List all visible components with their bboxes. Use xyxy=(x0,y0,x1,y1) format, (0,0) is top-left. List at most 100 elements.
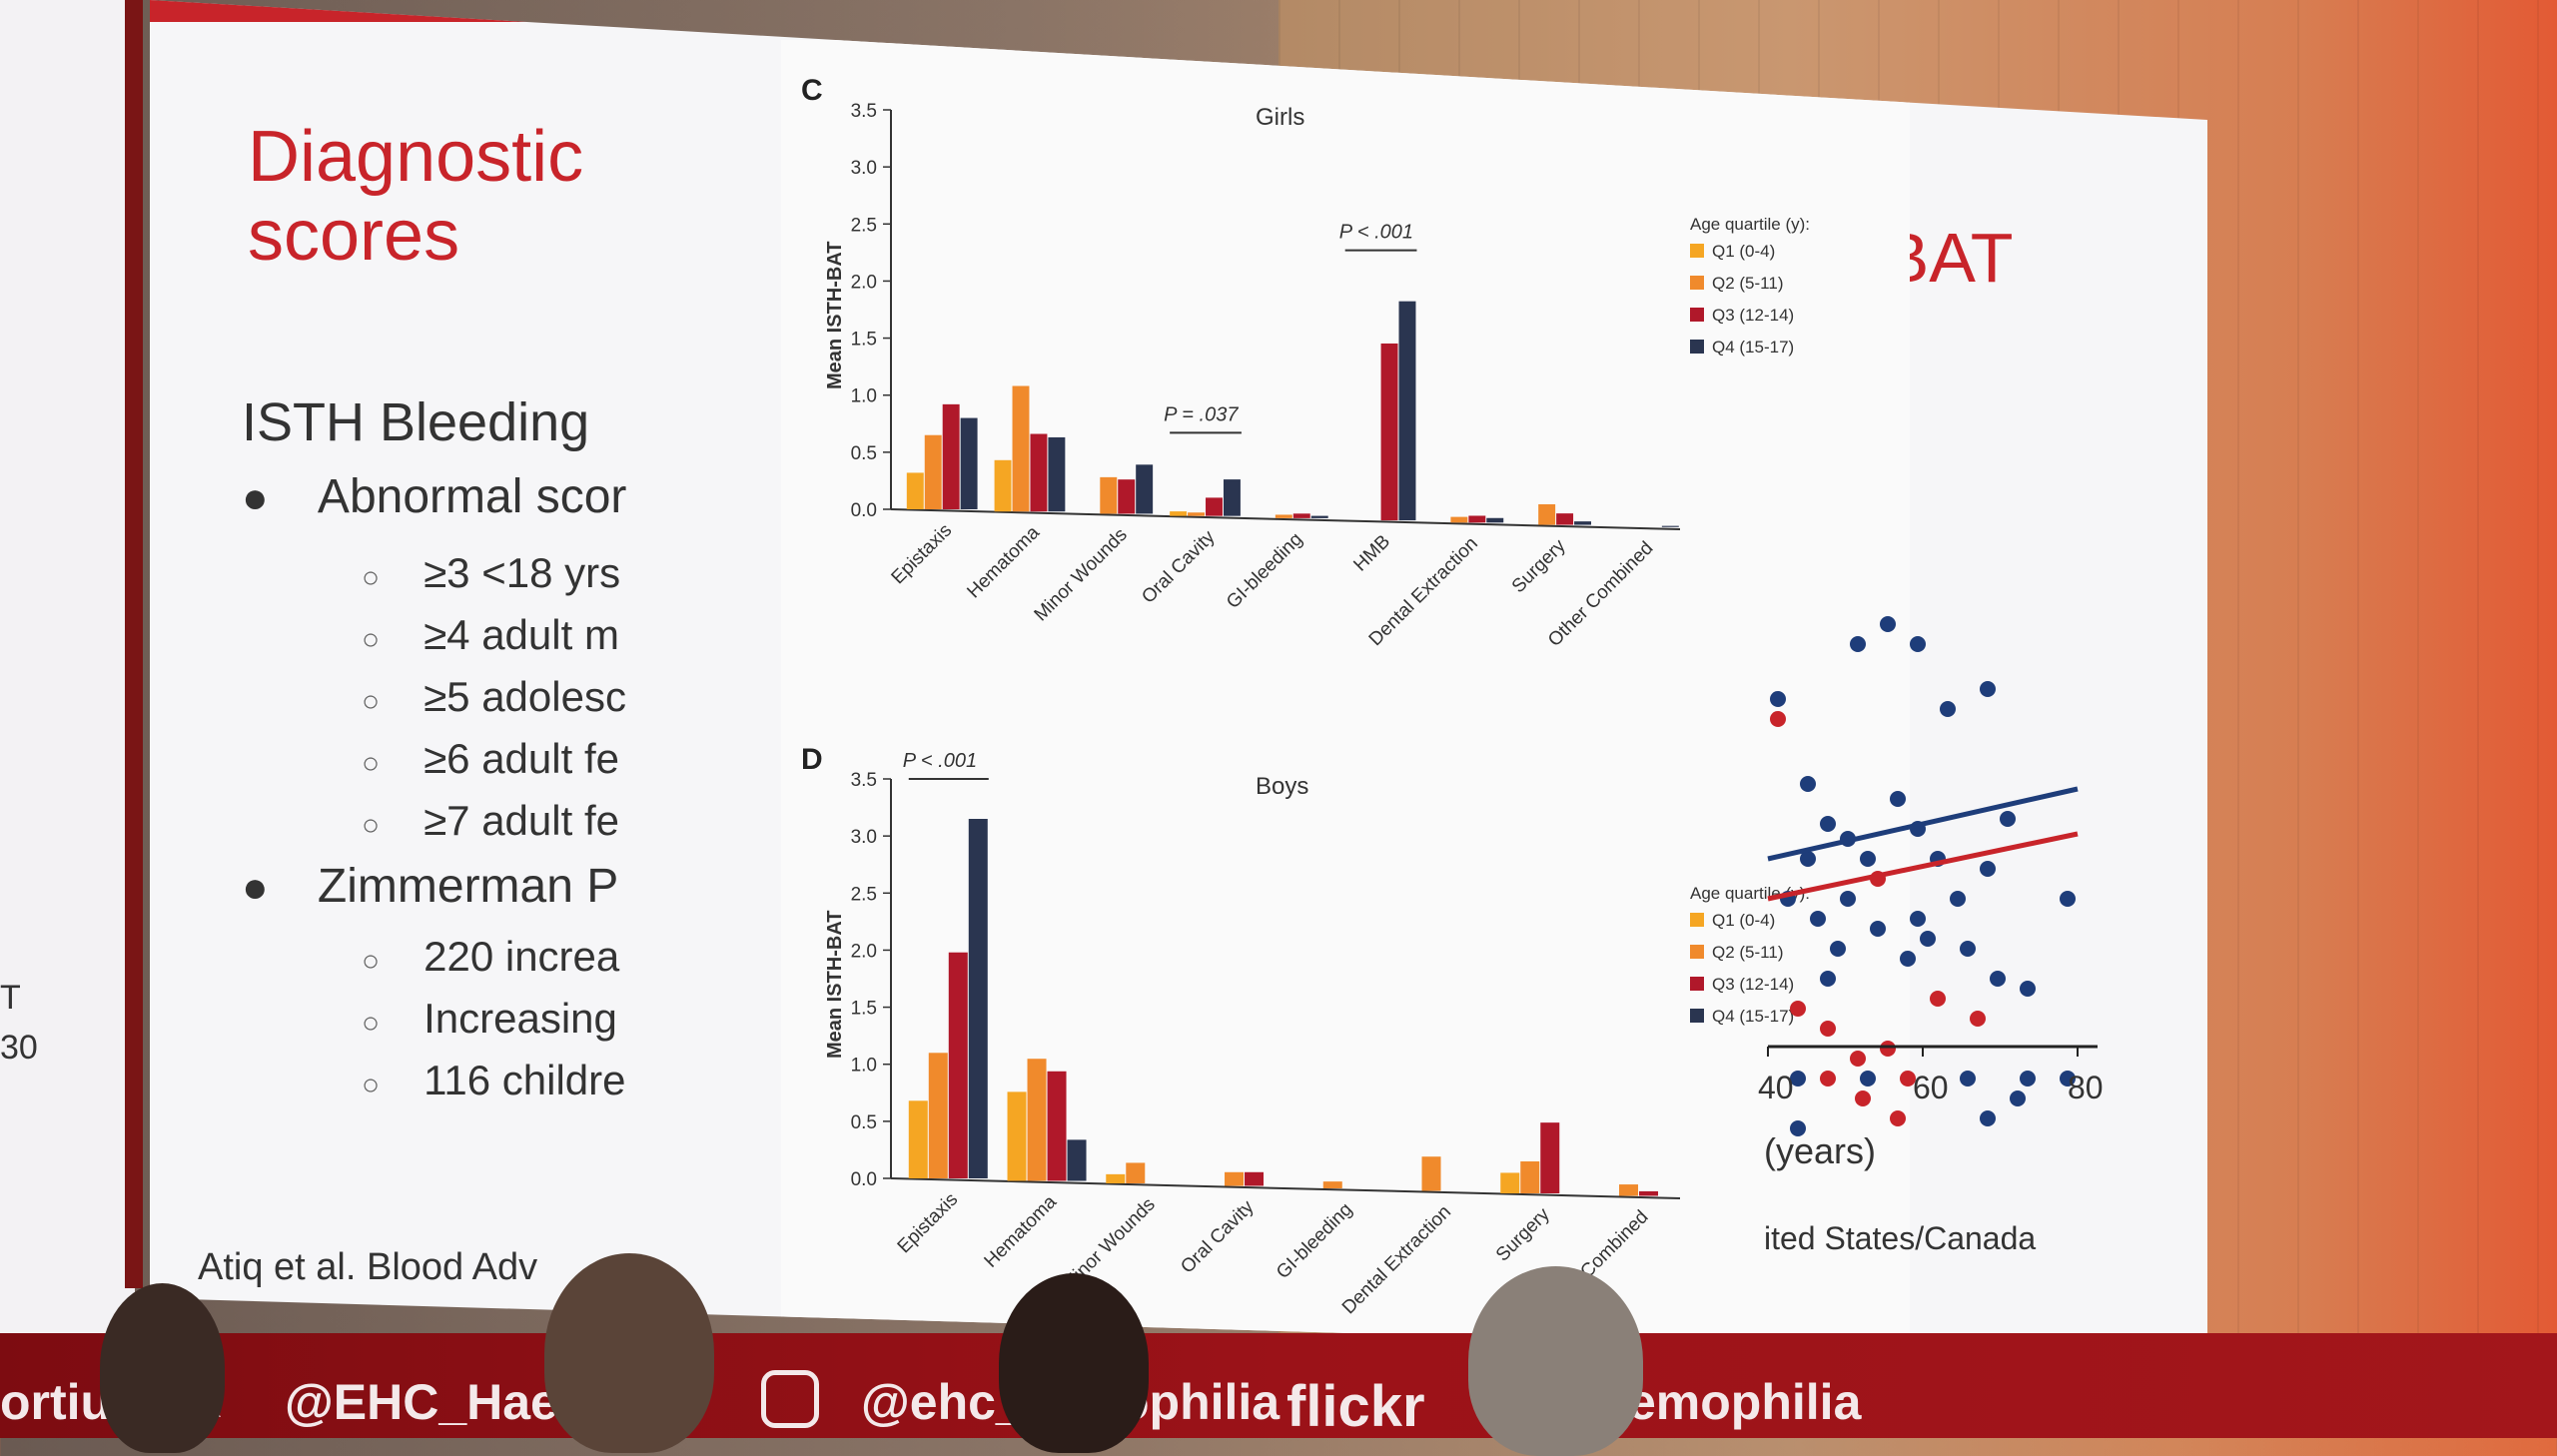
x-axis xyxy=(891,1178,1680,1198)
bar xyxy=(1520,1161,1539,1193)
scatter-point xyxy=(1970,1011,1986,1027)
scatter-point xyxy=(2020,1071,2036,1087)
bar xyxy=(1574,521,1591,524)
legend-label: Q2 (5-11) xyxy=(1712,274,1784,293)
y-tick-label: 3.5 xyxy=(851,101,877,122)
scatter-point xyxy=(1890,791,1906,807)
y-tick-label: 3.5 xyxy=(851,770,877,791)
trend-line-red xyxy=(1768,834,2078,899)
bar xyxy=(929,1053,948,1178)
y-tick-label: 3.0 xyxy=(851,827,877,848)
scatter-point xyxy=(1800,776,1816,792)
bar xyxy=(907,472,924,509)
panelist-4 xyxy=(1468,1266,1643,1456)
sub-bullet-2: ○ ≥4 adult m xyxy=(362,611,619,659)
scatter-point xyxy=(1890,1110,1906,1126)
sub-bullet-7: ○Increasing xyxy=(362,995,617,1043)
x-tick-label: Dental Extraction xyxy=(1338,1201,1455,1318)
bar xyxy=(1293,513,1310,518)
left-side-screen: T 30 xyxy=(0,0,135,1338)
bar xyxy=(1381,344,1398,520)
x-tick-label: Surgery xyxy=(1508,535,1570,597)
bar xyxy=(909,1100,928,1178)
bullet-abnormal-text: Abnormal scor xyxy=(318,470,626,523)
scatter-point xyxy=(1980,681,1996,697)
scatter-point xyxy=(1960,941,1976,957)
scatter-point xyxy=(1820,1021,1836,1037)
x-tick-label: Surgery xyxy=(1492,1203,1554,1265)
slide-title-line1: Diagnostic xyxy=(248,118,583,197)
scatter-x-tick-label: 40 xyxy=(1758,1070,1794,1105)
slide-heading: ISTH Bleeding xyxy=(242,391,589,453)
panel-letter: D xyxy=(801,743,823,776)
sig-label: P < .001 xyxy=(903,750,977,772)
bar xyxy=(925,435,942,509)
scatter-point xyxy=(1840,891,1856,907)
sub-bullet-1-text: ≥3 <18 yrs xyxy=(424,549,620,596)
scatter-point xyxy=(1920,931,1936,947)
legend-swatch xyxy=(1690,340,1704,354)
scatter-point xyxy=(1910,636,1926,652)
sig-label: P < .001 xyxy=(1339,222,1413,244)
citation: Atiq et al. Blood Adv xyxy=(198,1246,537,1289)
y-tick-label: 2.0 xyxy=(851,941,877,962)
y-tick-label: 1.0 xyxy=(851,1056,877,1077)
scatter-point xyxy=(1860,851,1876,867)
scatter-point xyxy=(1960,1071,1976,1087)
legend-swatch xyxy=(1690,977,1704,991)
circle-bullet-icon: ○ xyxy=(362,809,380,842)
x-tick-label: Epistaxis xyxy=(888,520,957,589)
sub-bullet-8: ○116 childre xyxy=(362,1057,625,1104)
legend-swatch xyxy=(1690,308,1704,322)
bar xyxy=(1556,513,1573,524)
scatter-point xyxy=(1880,616,1896,632)
footer-twitter-handle: @EHC_Hae xyxy=(285,1373,558,1431)
scatter-point xyxy=(1860,1071,1876,1087)
circle-bullet-icon: ○ xyxy=(362,623,380,656)
bar xyxy=(1106,1174,1125,1183)
circle-bullet-icon: ○ xyxy=(362,945,380,978)
bar xyxy=(1468,515,1485,522)
x-tick-label: Oral Cavity xyxy=(1138,526,1220,608)
scatter-point xyxy=(1980,1110,1996,1126)
circle-bullet-icon: ○ xyxy=(362,747,380,780)
bar xyxy=(1422,1156,1441,1190)
y-tick-label: 0.5 xyxy=(851,443,877,464)
circle-bullet-icon: ○ xyxy=(362,685,380,718)
legend-swatch xyxy=(1690,945,1704,959)
bullet-dot: ● xyxy=(242,473,269,522)
chart-title: Girls xyxy=(1256,104,1304,131)
sub-bullet-6-text: 220 increa xyxy=(424,933,619,980)
flickr-logo: flickr xyxy=(1286,1373,1425,1440)
bar xyxy=(995,460,1012,511)
circle-bullet-icon: ○ xyxy=(362,1007,380,1040)
scatter-point xyxy=(1830,941,1846,957)
bar xyxy=(1486,518,1503,523)
bar xyxy=(1068,1139,1087,1180)
bar xyxy=(1008,1092,1027,1180)
y-tick-label: 1.5 xyxy=(851,330,877,351)
sub-bullet-8-text: 116 childre xyxy=(424,1057,625,1103)
bar xyxy=(1170,511,1187,516)
panelist-1 xyxy=(100,1283,225,1453)
y-axis-label: Mean ISTH-BAT xyxy=(824,910,846,1059)
legend-label: Q4 (15-17) xyxy=(1712,338,1794,357)
instagram-icon xyxy=(761,1370,819,1428)
bar xyxy=(1048,1072,1067,1181)
bar xyxy=(1538,504,1555,525)
bar xyxy=(1399,302,1416,520)
bar xyxy=(1100,477,1117,514)
bar xyxy=(1311,516,1328,518)
bar xyxy=(1323,1181,1342,1188)
scatter-point xyxy=(2060,891,2076,907)
y-tick-label: 1.5 xyxy=(851,999,877,1020)
sig-label: P = .037 xyxy=(1164,403,1239,425)
sub-bullet-2-text: ≥4 adult m xyxy=(424,611,619,658)
scatter-point xyxy=(1940,701,1956,717)
scatter-point xyxy=(1990,971,2006,987)
bar xyxy=(1224,479,1241,516)
y-tick-label: 2.5 xyxy=(851,215,877,236)
y-tick-label: 2.5 xyxy=(851,884,877,905)
y-tick-label: 0.0 xyxy=(851,500,877,521)
